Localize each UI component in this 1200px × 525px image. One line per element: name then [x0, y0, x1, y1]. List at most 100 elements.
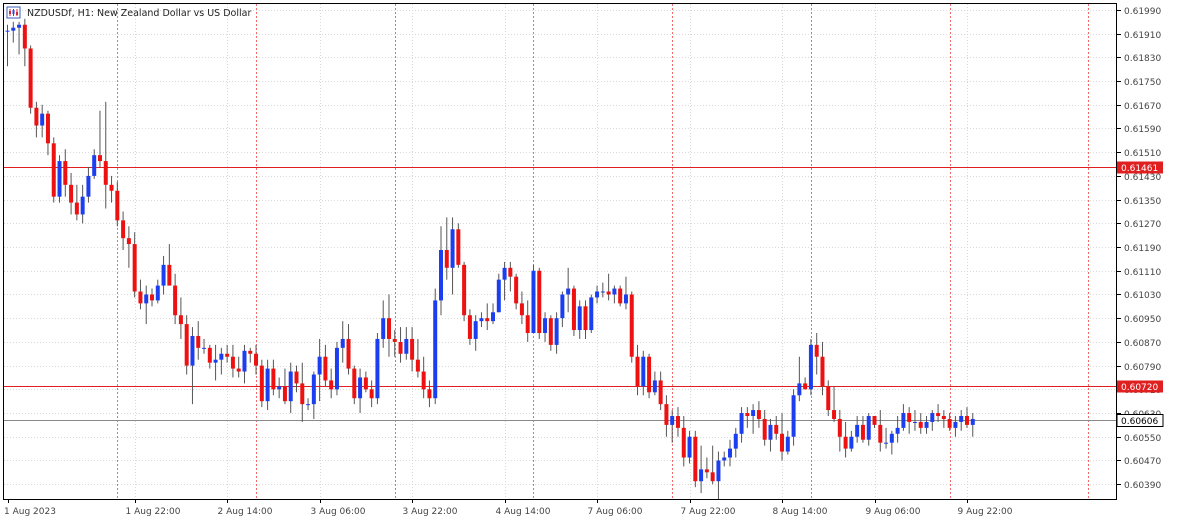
price-level-label: 0.60720: [1121, 383, 1158, 393]
candle-body: [571, 288, 576, 331]
candle-body: [606, 291, 611, 295]
y-tick-label: 0.60790: [1124, 363, 1161, 373]
grid-layer: [4, 4, 1116, 499]
candle-body: [51, 143, 56, 197]
candle-body: [427, 389, 432, 399]
time-axis[interactable]: 1 Aug 2023 1 Aug 22:00 2 Aug 14:00 3 Aug 06…: [4, 499, 1013, 517]
candle-body: [121, 220, 126, 239]
candle-body: [543, 318, 548, 334]
candle-body: [670, 416, 675, 425]
candle-body: [265, 368, 270, 402]
candle-body: [5, 30, 10, 32]
candle-body: [421, 371, 426, 390]
y-tick-label: 0.60470: [1124, 457, 1161, 467]
candle-body: [340, 338, 345, 348]
candle-body: [566, 288, 571, 295]
y-tick-label: 0.60390: [1124, 481, 1161, 491]
candle-body: [17, 24, 22, 28]
candle-body: [710, 472, 715, 482]
candle-body: [936, 413, 941, 417]
candle-body: [230, 356, 235, 369]
candle-body: [225, 353, 230, 357]
candle-body: [537, 270, 542, 334]
candle-body: [69, 184, 74, 203]
candle-body: [190, 335, 195, 366]
y-tick-label: 0.61830: [1124, 54, 1161, 64]
candle-body: [300, 383, 305, 405]
candle-body: [595, 291, 600, 298]
candle-body: [675, 416, 680, 428]
x-tick-label: 1 Aug 2023: [4, 507, 56, 517]
candle-body: [739, 413, 744, 434]
candle-body: [600, 291, 605, 293]
candle-body: [259, 365, 264, 402]
x-tick-label: 2 Aug 14:00: [218, 507, 273, 517]
candle-body: [531, 270, 536, 334]
candle-body: [820, 356, 825, 387]
candle-body: [236, 368, 241, 372]
candle-body: [369, 389, 374, 399]
candle-body: [473, 321, 478, 339]
candle-body: [352, 368, 357, 399]
current-price-tag: [1116, 414, 1164, 427]
candle-body: [346, 338, 351, 369]
candle-body: [404, 338, 409, 354]
candle-body: [843, 436, 848, 449]
y-tick-label: 0.61430: [1124, 173, 1161, 183]
period-separators: [117, 4, 1089, 499]
candle-body: [213, 359, 218, 363]
candle-body: [514, 276, 519, 304]
candle-body: [306, 404, 311, 406]
candle-body: [311, 374, 316, 405]
candle-body: [803, 383, 808, 390]
candle-body: [884, 442, 889, 444]
candle-body: [716, 460, 721, 482]
candle-body: [768, 424, 773, 440]
y-tick-label: 0.61030: [1124, 291, 1161, 301]
candle-body: [762, 418, 767, 440]
y-tick-label: 0.61510: [1124, 149, 1161, 159]
candle-body: [814, 344, 819, 357]
x-tick-label: 7 Aug 06:00: [588, 507, 643, 517]
candle-body: [323, 356, 328, 381]
candle-body: [40, 113, 45, 126]
candle-body: [415, 359, 420, 372]
candle-body: [785, 436, 790, 452]
candle-body: [623, 294, 628, 304]
candle-body: [733, 433, 738, 449]
candle-body: [433, 300, 438, 399]
candle-body: [756, 410, 761, 419]
y-tick-label: 0.60870: [1124, 339, 1161, 349]
candle-body: [693, 436, 698, 482]
y-tick-label: 0.61110: [1124, 268, 1161, 278]
candle-body: [282, 386, 287, 402]
candle-body: [207, 347, 212, 363]
candle-body: [970, 418, 975, 425]
candle-body: [479, 318, 484, 322]
candle-body: [774, 424, 779, 434]
candle-body: [924, 421, 929, 428]
candle-body: [664, 404, 669, 425]
candle-body: [912, 421, 917, 423]
candle-body: [860, 424, 865, 440]
candle-body: [11, 27, 16, 31]
candle-body: [641, 356, 646, 387]
price-level-label: 0.61461: [1121, 164, 1158, 174]
candle-body: [635, 356, 640, 387]
candle-body: [797, 383, 802, 396]
candle-body: [144, 294, 149, 304]
candle-body: [878, 424, 883, 443]
candle-body: [63, 161, 68, 185]
candle-body: [577, 306, 582, 331]
candle-body: [467, 315, 472, 339]
candle-body: [242, 350, 247, 372]
y-tick-label: 0.60950: [1124, 315, 1161, 325]
candle-body: [115, 190, 120, 221]
candle-body: [560, 294, 565, 319]
candle-body: [167, 264, 172, 286]
candle-body: [150, 294, 154, 301]
candle-body: [254, 353, 259, 366]
candle-body: [57, 161, 62, 197]
